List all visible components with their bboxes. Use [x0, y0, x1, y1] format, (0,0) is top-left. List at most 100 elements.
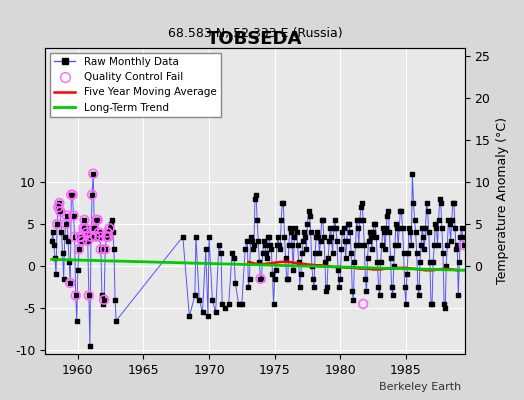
Point: [270, 276, 279, 282]
Point: [93, 217, 102, 223]
Point: [276, 246, 285, 252]
Point: [105, 225, 114, 232]
Point: [76, 234, 84, 240]
Point: [261, 250, 270, 257]
Point: [75, 246, 83, 252]
Point: [412, 250, 421, 257]
Point: [427, 301, 435, 307]
Point: [77, 234, 85, 240]
Point: [101, 246, 110, 252]
Point: [68, 192, 77, 198]
Point: [60, 276, 68, 282]
Point: [418, 225, 427, 232]
Point: [442, 263, 451, 269]
Point: [360, 242, 368, 248]
Point: [338, 229, 346, 236]
Point: [264, 234, 272, 240]
Point: [320, 234, 328, 240]
Point: [277, 217, 286, 223]
Point: [299, 238, 307, 244]
Point: [95, 234, 104, 240]
Point: [356, 217, 364, 223]
Point: [105, 225, 114, 232]
Point: [318, 217, 326, 223]
Point: [328, 234, 336, 240]
Point: [259, 238, 268, 244]
Point: [393, 225, 401, 232]
Text: 68.583 N, 52.333 E (Russia): 68.583 N, 52.333 E (Russia): [168, 27, 342, 40]
Point: [265, 234, 274, 240]
Point: [231, 280, 239, 286]
Point: [217, 250, 225, 257]
Point: [66, 280, 74, 286]
Point: [63, 212, 71, 219]
Point: [272, 242, 281, 248]
Point: [283, 276, 292, 282]
Point: [307, 229, 315, 236]
Point: [100, 296, 108, 303]
Point: [245, 276, 254, 282]
Point: [372, 234, 380, 240]
Point: [80, 217, 89, 223]
Point: [406, 229, 414, 236]
Point: [342, 254, 350, 261]
Point: [401, 301, 410, 307]
Point: [449, 200, 457, 206]
Point: [452, 246, 460, 252]
Point: [380, 229, 388, 236]
Point: [367, 234, 375, 240]
Point: [357, 204, 365, 210]
Point: [192, 234, 200, 240]
Point: [69, 212, 78, 219]
Point: [221, 305, 230, 311]
Point: [56, 208, 64, 215]
Point: [84, 292, 93, 299]
Point: [279, 200, 288, 206]
Point: [255, 259, 264, 265]
Point: [310, 284, 318, 290]
Point: [373, 259, 381, 265]
Point: [346, 229, 354, 236]
Point: [285, 242, 293, 248]
Point: [391, 242, 399, 248]
Point: [385, 229, 394, 236]
Point: [211, 309, 220, 316]
Point: [348, 288, 356, 294]
Point: [112, 318, 121, 324]
Point: [314, 234, 323, 240]
Point: [324, 254, 332, 261]
Point: [444, 217, 453, 223]
Point: [303, 221, 312, 227]
Point: [274, 234, 282, 240]
Point: [311, 250, 319, 257]
Point: [53, 221, 61, 227]
Point: [451, 225, 459, 232]
Point: [230, 254, 238, 261]
Point: [268, 271, 277, 278]
Point: [244, 284, 253, 290]
Point: [429, 259, 438, 265]
Point: [340, 225, 348, 232]
Point: [50, 242, 58, 248]
Point: [330, 225, 338, 232]
Point: [433, 242, 442, 248]
Point: [386, 254, 395, 261]
Point: [52, 271, 60, 278]
Point: [319, 217, 327, 223]
Point: [104, 234, 113, 240]
Point: [440, 301, 448, 307]
Point: [296, 284, 304, 290]
Point: [362, 288, 370, 294]
Point: [413, 284, 422, 290]
Point: [335, 284, 343, 290]
Point: [294, 259, 303, 265]
Point: [69, 212, 78, 219]
Point: [350, 259, 358, 265]
Point: [198, 309, 206, 316]
Point: [246, 234, 255, 240]
Point: [363, 254, 372, 261]
Point: [91, 234, 100, 240]
Point: [102, 234, 111, 240]
Point: [204, 313, 212, 320]
Point: [407, 242, 416, 248]
